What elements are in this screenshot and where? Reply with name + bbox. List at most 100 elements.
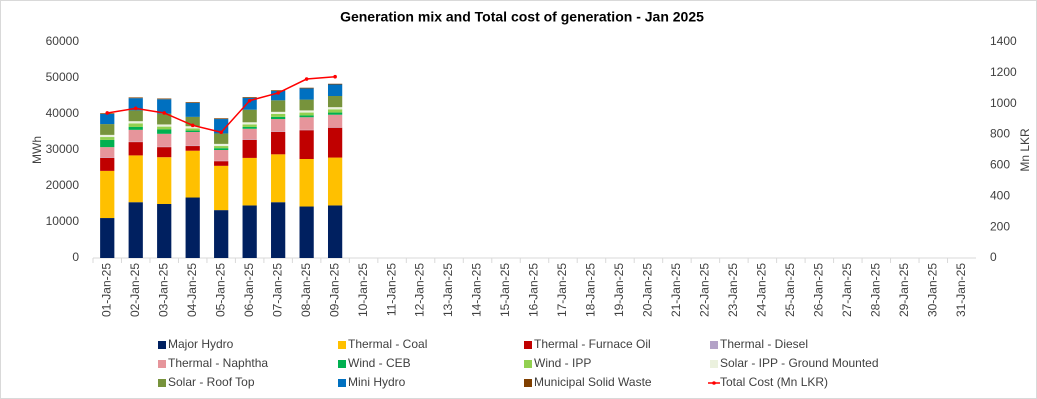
bar-segment (242, 97, 257, 110)
bar-segment (157, 126, 172, 130)
bar-segment (185, 102, 200, 103)
x-tick-label: 09-Jan-25 (327, 263, 341, 317)
bar-segment (100, 147, 115, 158)
bar-segment (299, 88, 314, 100)
bar-segment (214, 210, 229, 258)
bar-segment (214, 148, 229, 150)
cost-marker (333, 74, 337, 79)
y-tick-label: 10000 (46, 214, 80, 228)
chart-title: Generation mix and Total cost of generat… (340, 9, 704, 25)
x-tick-label: 08-Jan-25 (299, 263, 313, 317)
y-tick-label: 0 (72, 250, 79, 264)
bar-segment (128, 155, 143, 203)
cost-marker (105, 111, 110, 115)
bar-segment (100, 157, 115, 171)
bar-segment (242, 126, 257, 129)
y2-tick-label: 1000 (990, 96, 1017, 110)
bar-segment (327, 127, 343, 158)
bar-segment (157, 113, 172, 125)
legend-label: Municipal Solid Waste (534, 375, 652, 389)
x-tick-label: 12-Jan-25 (413, 263, 427, 317)
bar-segment (157, 157, 172, 204)
x-tick-label: 27-Jan-25 (840, 263, 854, 317)
x-tick-label: 13-Jan-25 (441, 263, 455, 317)
bar-segment (242, 109, 257, 123)
x-tick-label: 07-Jan-25 (270, 263, 284, 317)
x-tick-label: 15-Jan-25 (498, 263, 512, 317)
bar-segment (327, 109, 343, 113)
bar-segment (299, 87, 314, 89)
legend-swatch (338, 379, 346, 387)
bar-segment (185, 102, 200, 117)
bar-segment (327, 83, 343, 85)
bar-segment (185, 146, 200, 151)
x-tick-label: 29-Jan-25 (897, 263, 911, 317)
bar-segment (185, 150, 200, 198)
legend-swatch (158, 360, 166, 368)
bar-segment (327, 112, 343, 115)
bar-segment (327, 96, 343, 108)
y2-tick-label: 600 (990, 158, 1010, 172)
x-tick-label: 16-Jan-25 (527, 263, 541, 317)
y-tick-label: 50000 (46, 70, 80, 84)
bar-segment (271, 202, 286, 258)
legend-swatch (710, 360, 718, 368)
bar-segment (185, 128, 200, 131)
bar-segment (100, 114, 115, 125)
bar-segment (157, 204, 172, 258)
legend-swatch (338, 360, 346, 368)
legend-swatch (524, 360, 532, 368)
cost-marker (304, 77, 309, 81)
cost-marker (247, 98, 252, 103)
bar-segment (214, 118, 229, 120)
bar-segment (299, 112, 314, 116)
bar-segment (214, 150, 229, 161)
x-tick-label: 19-Jan-25 (612, 263, 626, 317)
y-tick-label: 60000 (46, 34, 80, 48)
legend-label: Thermal - Furnace Oil (534, 337, 651, 351)
bar-segment (242, 124, 257, 127)
legend-label: Solar - Roof Top (168, 375, 255, 389)
x-tick-label: 01-Jan-25 (99, 263, 113, 317)
bar-segment (271, 119, 286, 132)
bar-segment (157, 99, 172, 114)
bar-segment (214, 161, 229, 166)
bar-segment (271, 132, 286, 155)
bar-segment (271, 114, 286, 117)
x-tick-label: 22-Jan-25 (698, 263, 712, 317)
bar-segment (214, 133, 229, 144)
legend-swatch (524, 341, 532, 349)
x-tick-label: 10-Jan-25 (356, 263, 370, 317)
bar-segment (299, 117, 314, 130)
bar-segment (327, 114, 343, 128)
legend-label: Thermal - Diesel (720, 337, 808, 351)
y-tick-label: 30000 (46, 142, 80, 156)
x-tick-label: 23-Jan-25 (726, 263, 740, 317)
bar-segment (242, 157, 257, 206)
bar-segment (100, 170, 115, 219)
bar-segment (271, 90, 286, 91)
legend-marker (712, 381, 716, 385)
bar-segment (157, 133, 172, 147)
y2-axis-label: Mn LKR (1018, 128, 1032, 172)
bar-segment (185, 130, 200, 132)
bar-segment (327, 157, 343, 206)
bar-segment (100, 139, 115, 148)
bar-segment (128, 121, 143, 124)
bar-segment (242, 205, 257, 258)
bar-segment (128, 129, 143, 142)
x-tick-label: 24-Jan-25 (755, 263, 769, 317)
bar-segment (100, 218, 115, 258)
legend-label: Wind - CEB (348, 356, 411, 370)
y2-tick-label: 0 (990, 250, 997, 264)
legend-label: Mini Hydro (348, 375, 406, 389)
cost-marker (190, 123, 195, 128)
bar-segment (157, 98, 172, 100)
x-tick-label: 11-Jan-25 (384, 263, 398, 316)
legend-label: Thermal - Coal (348, 337, 427, 351)
legend-label: Major Hydro (168, 337, 234, 351)
bar-segment (185, 197, 200, 258)
legend-label: Total Cost (Mn LKR) (720, 375, 828, 389)
bar-segment (128, 142, 143, 156)
bar-segment (100, 134, 115, 138)
